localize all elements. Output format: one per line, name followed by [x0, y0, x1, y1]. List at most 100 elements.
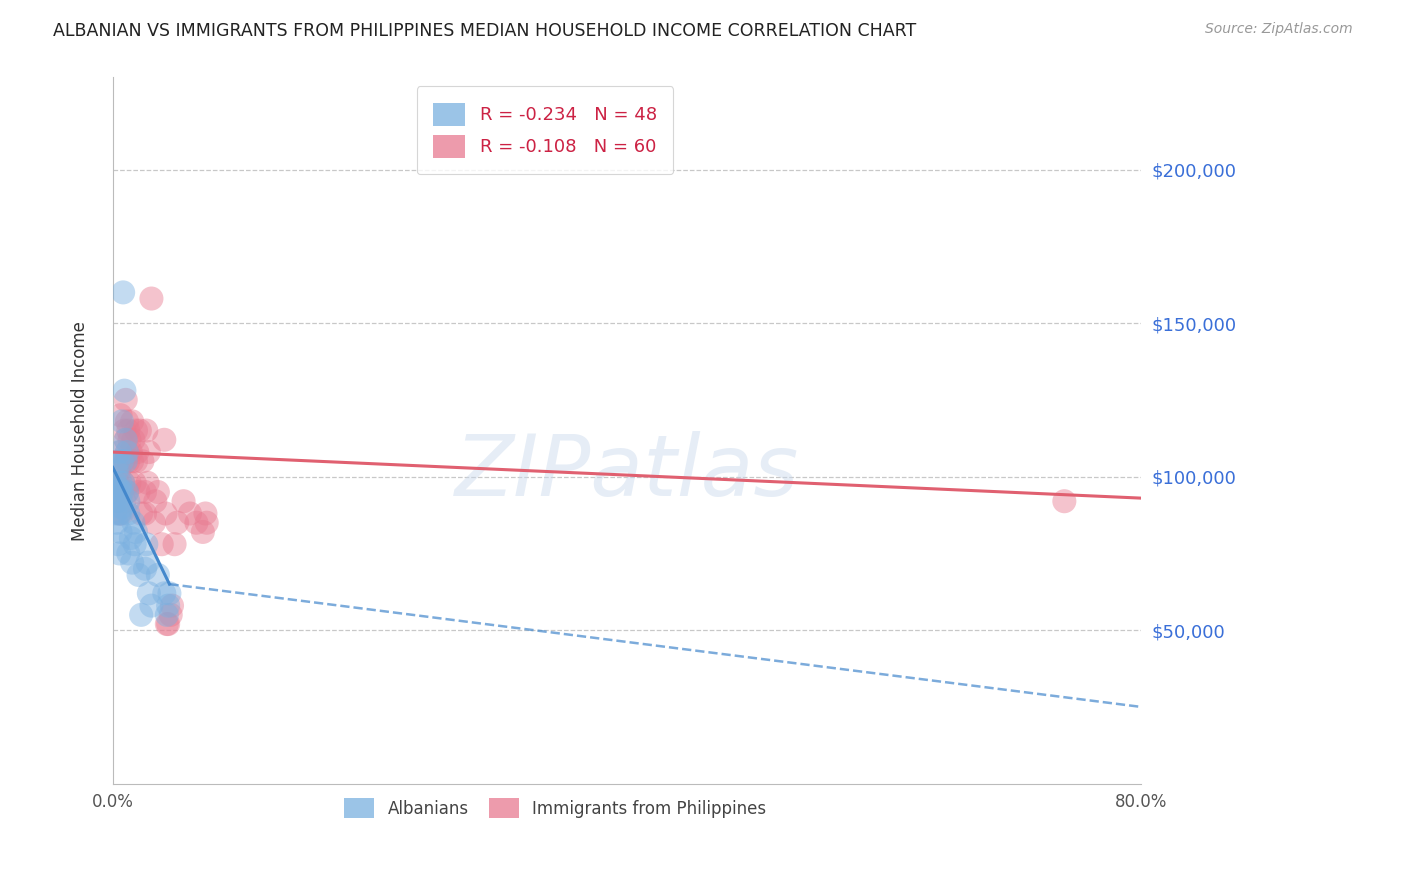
Point	[135, 424, 157, 438]
Point	[155, 507, 177, 521]
Point	[153, 433, 176, 447]
Point	[111, 414, 134, 428]
Point	[120, 445, 142, 459]
Point	[127, 445, 149, 459]
Point	[1053, 494, 1076, 508]
Point	[112, 285, 135, 300]
Point	[150, 537, 173, 551]
Point	[129, 507, 152, 521]
Point	[157, 599, 180, 613]
Point	[117, 546, 139, 560]
Point	[108, 507, 131, 521]
Point	[125, 524, 148, 539]
Point	[163, 537, 186, 551]
Point	[111, 507, 134, 521]
Text: Source: ZipAtlas.com: Source: ZipAtlas.com	[1205, 22, 1353, 37]
Point	[153, 586, 176, 600]
Point	[115, 485, 138, 500]
Point	[138, 586, 160, 600]
Point	[166, 516, 188, 530]
Point	[110, 475, 132, 490]
Point	[104, 507, 127, 521]
Point	[105, 485, 128, 500]
Point	[115, 445, 138, 459]
Point	[118, 433, 141, 447]
Point	[141, 292, 163, 306]
Point	[110, 507, 132, 521]
Point	[105, 494, 128, 508]
Point	[108, 463, 131, 477]
Point	[105, 463, 128, 477]
Point	[131, 454, 153, 468]
Point	[112, 454, 135, 468]
Point	[114, 433, 136, 447]
Point	[179, 507, 201, 521]
Point	[125, 424, 148, 438]
Point	[114, 433, 136, 447]
Point	[122, 433, 145, 447]
Point	[108, 482, 131, 496]
Point	[111, 500, 134, 515]
Point	[110, 524, 132, 539]
Point	[146, 485, 169, 500]
Point	[138, 445, 160, 459]
Point	[107, 454, 129, 468]
Point	[186, 516, 208, 530]
Point	[156, 617, 179, 632]
Point	[159, 607, 181, 622]
Point	[122, 516, 145, 530]
Point	[107, 485, 129, 500]
Point	[121, 454, 143, 468]
Point	[107, 537, 129, 551]
Point	[136, 556, 159, 570]
Point	[128, 568, 150, 582]
Point	[146, 568, 169, 582]
Y-axis label: Median Household Income: Median Household Income	[72, 320, 89, 541]
Point	[125, 454, 148, 468]
Point	[111, 454, 134, 468]
Point	[115, 485, 138, 500]
Point	[121, 556, 143, 570]
Point	[114, 454, 136, 468]
Text: ALBANIAN VS IMMIGRANTS FROM PHILIPPINES MEDIAN HOUSEHOLD INCOME CORRELATION CHAR: ALBANIAN VS IMMIGRANTS FROM PHILIPPINES …	[53, 22, 917, 40]
Point	[143, 494, 166, 508]
Point	[108, 445, 131, 459]
Point	[124, 475, 146, 490]
Point	[110, 445, 132, 459]
Point	[194, 507, 217, 521]
Point	[114, 454, 136, 468]
Point	[118, 475, 141, 490]
Point	[107, 475, 129, 490]
Point	[134, 507, 156, 521]
Point	[173, 494, 195, 508]
Point	[134, 562, 156, 576]
Point	[128, 485, 150, 500]
Point	[117, 424, 139, 438]
Point	[156, 607, 179, 622]
Point	[103, 485, 125, 500]
Point	[115, 445, 138, 459]
Point	[108, 507, 131, 521]
Point	[135, 537, 157, 551]
Point	[112, 475, 135, 490]
Point	[112, 424, 135, 438]
Point	[121, 414, 143, 428]
Point	[107, 494, 129, 508]
Text: ZIPatlas: ZIPatlas	[456, 432, 799, 515]
Point	[136, 475, 159, 490]
Point	[112, 475, 135, 490]
Point	[195, 516, 218, 530]
Point	[117, 454, 139, 468]
Point	[110, 494, 132, 508]
Point	[112, 494, 135, 508]
Point	[160, 599, 183, 613]
Point	[111, 485, 134, 500]
Point	[117, 507, 139, 521]
Legend: Albanians, Immigrants from Philippines: Albanians, Immigrants from Philippines	[337, 791, 773, 825]
Point	[105, 516, 128, 530]
Point	[112, 384, 135, 398]
Point	[141, 599, 163, 613]
Point	[129, 607, 152, 622]
Point	[115, 414, 138, 428]
Point	[134, 485, 156, 500]
